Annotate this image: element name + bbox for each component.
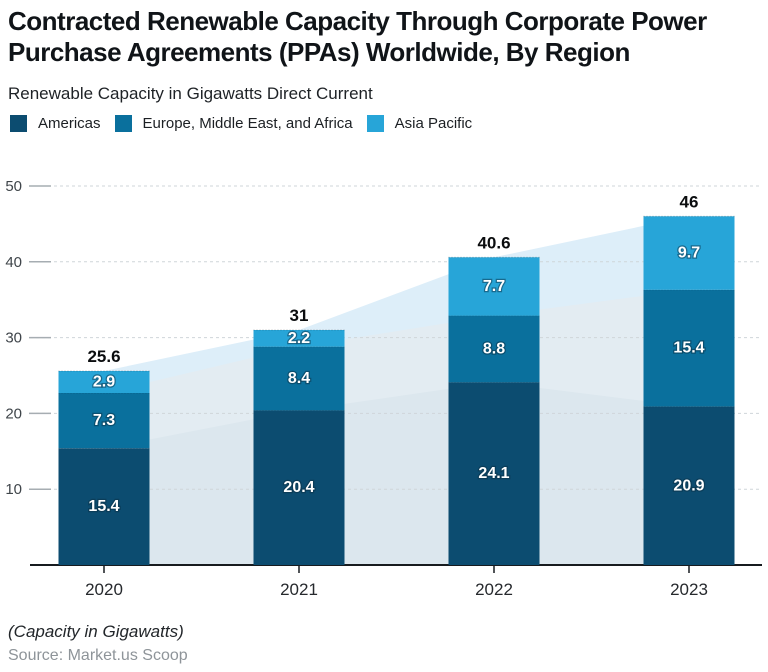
bar-segment-2022-0 [448, 382, 540, 565]
total-value-label-2020: 25.6 [87, 347, 120, 366]
x-tick-label-2021: 2021 [280, 580, 318, 599]
y-tick-label-30: 30 [5, 330, 22, 347]
legend-item-asia-pacific: Asia Pacific [366, 115, 473, 132]
bar-segment-2022-1 [448, 315, 540, 383]
bar-segment-2021-0 [253, 410, 345, 565]
bar-segment-2020-0 [58, 448, 150, 565]
bar-segment-2023-2 [643, 216, 735, 290]
x-tick-label-2023: 2023 [670, 580, 708, 599]
bar-segment-2023-1 [643, 289, 735, 407]
segment-value-label-2023-0: 20.9 [673, 477, 704, 494]
bar-segment-2020-1 [58, 392, 150, 449]
bar-segment-2020-2 [58, 371, 150, 393]
y-tick-label-10: 10 [5, 481, 22, 498]
legend-item-emea: Europe, Middle East, and Africa [114, 115, 353, 132]
total-value-label-2021: 31 [290, 306, 309, 325]
bar-segment-2023-0 [643, 406, 735, 565]
segment-value-label-2023-2: 9.7 [678, 245, 700, 262]
capacity-note: (Capacity in Gigawatts) [8, 622, 184, 641]
segment-value-label-2020-0: 15.4 [88, 498, 119, 515]
bar-segment-2022-2 [448, 257, 540, 316]
legend-label-americas: Americas [38, 115, 101, 132]
bar-segment-2021-1 [253, 346, 345, 411]
segment-value-label-2021-1: 8.4 [288, 370, 310, 387]
total-value-label-2023: 46 [680, 192, 699, 211]
legend-item-americas: Americas [10, 115, 101, 132]
legend-swatch-asia-pacific [366, 115, 384, 132]
y-tick-label-20: 20 [5, 405, 22, 422]
bar-segment-2021-2 [253, 330, 345, 347]
total-value-label-2022: 40.6 [477, 233, 510, 252]
segment-value-label-2022-2: 7.7 [483, 278, 505, 295]
background-area-0 [104, 382, 689, 565]
page-title: Contracted Renewable Capacity Through Co… [8, 6, 707, 67]
legend-swatch-americas [10, 115, 27, 132]
segment-value-label-2023-1: 15.4 [673, 340, 704, 357]
y-tick-label-50: 50 [5, 178, 22, 195]
segment-value-label-2020-2: 2.9 [93, 373, 115, 390]
segment-value-label-2022-1: 8.8 [483, 341, 505, 358]
segment-value-label-2022-0: 24.1 [478, 465, 509, 482]
legend-label-emea: Europe, Middle East, and Africa [142, 115, 353, 132]
y-tick-label-40: 40 [5, 254, 22, 271]
x-tick-label-2020: 2020 [85, 580, 123, 599]
legend-label-asia-pacific: Asia Pacific [394, 115, 473, 132]
segment-value-label-2021-2: 2.2 [288, 330, 310, 347]
legend-swatch-emea [114, 115, 132, 132]
chart-subtitle: Renewable Capacity in Gigawatts Direct C… [8, 84, 373, 103]
segment-value-label-2021-0: 20.4 [283, 479, 314, 496]
chart-legend: Americas Europe, Middle East, and Africa… [10, 115, 472, 132]
x-tick-label-2022: 2022 [475, 580, 513, 599]
source-credit: Source: Market.us Scoop [8, 647, 188, 664]
segment-value-label-2020-1: 7.3 [93, 412, 115, 429]
